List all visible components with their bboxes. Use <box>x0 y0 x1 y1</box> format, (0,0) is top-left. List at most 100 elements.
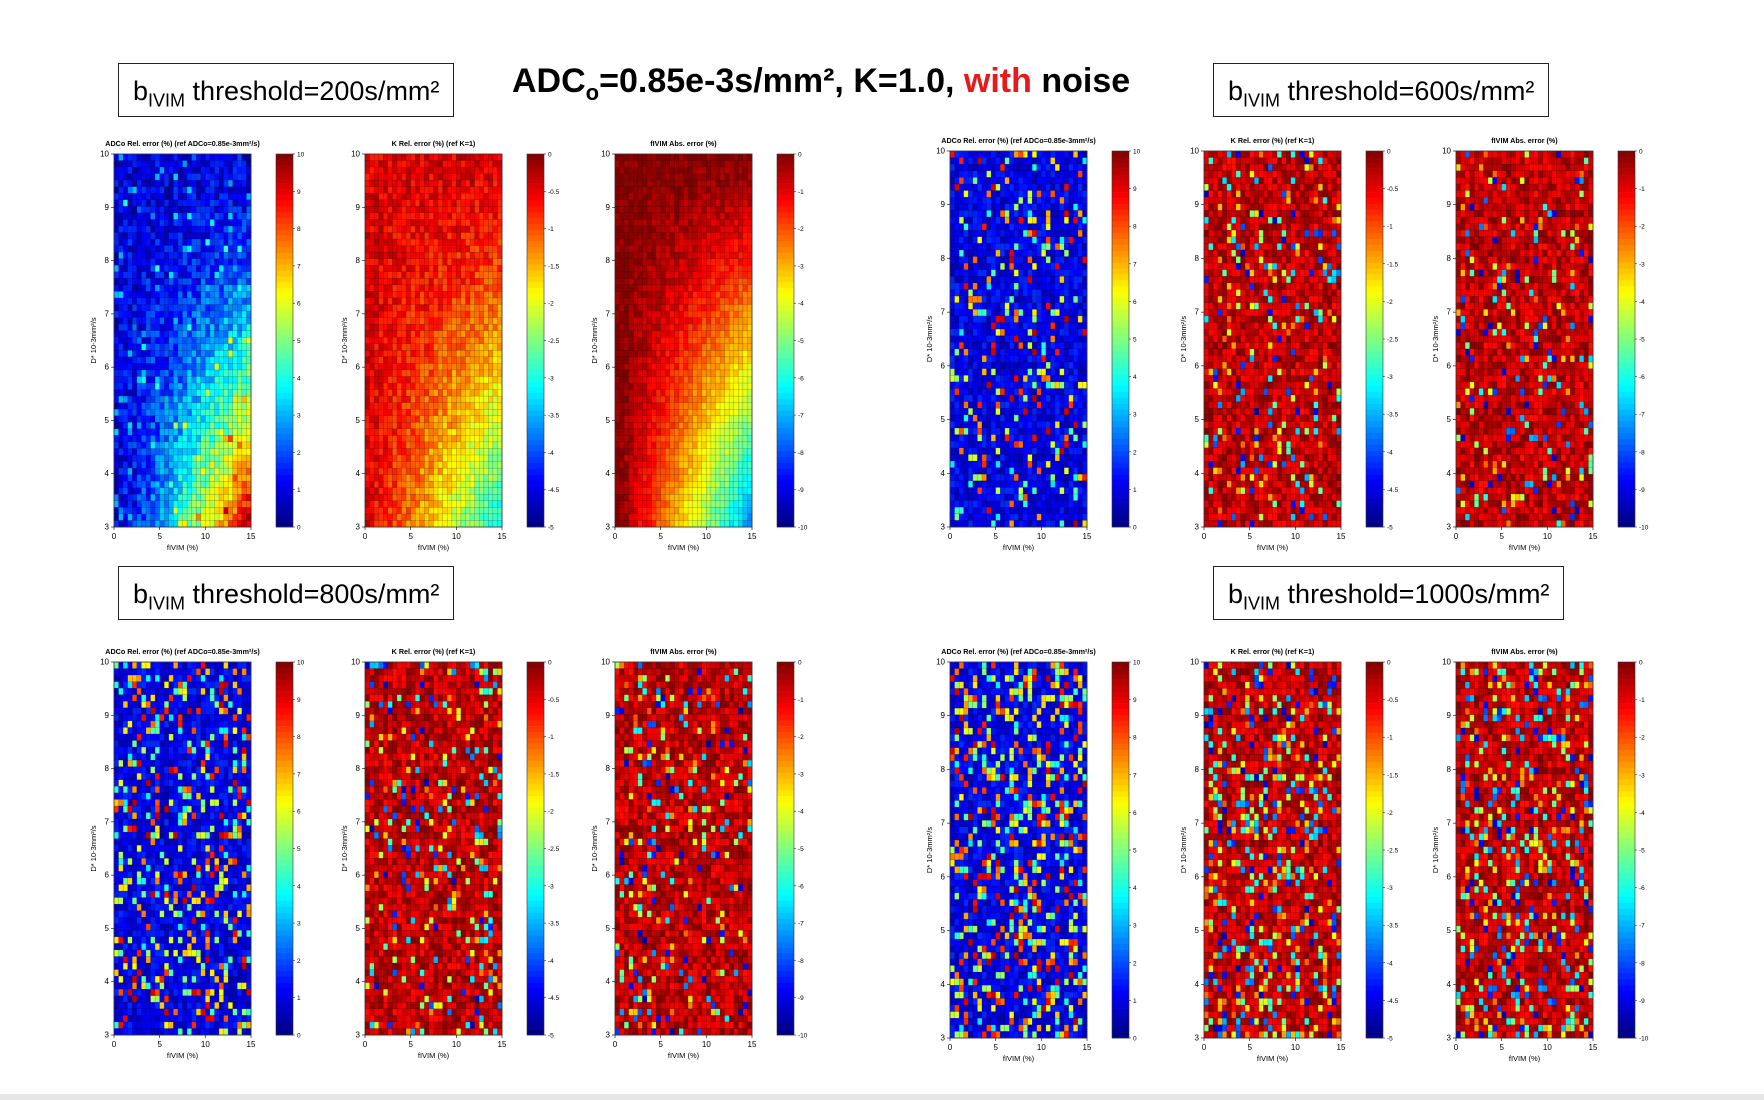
heatmap-cell <box>620 311 625 318</box>
heatmap-cell <box>123 278 128 285</box>
heatmap-cell <box>429 252 434 259</box>
heatmap-cell <box>192 318 197 325</box>
heatmap-cell <box>406 252 411 259</box>
heatmap-cell <box>201 468 206 475</box>
heatmap-cell <box>397 488 402 495</box>
heatmap-cell <box>201 305 206 312</box>
heatmap-cell <box>169 331 174 338</box>
heatmap-cell <box>743 435 748 442</box>
heatmap-cell <box>397 318 402 325</box>
heatmap-cell <box>201 291 206 298</box>
heatmap-cell <box>697 167 702 174</box>
heatmap-cell <box>119 363 124 370</box>
heatmap-cell <box>146 305 151 312</box>
heatmap-cell <box>114 501 119 508</box>
heatmap-cell <box>429 291 434 298</box>
heatmap-cell <box>383 363 388 370</box>
heatmap-cell <box>488 462 493 469</box>
heatmap-cell <box>688 409 693 416</box>
heatmap-cell <box>647 435 652 442</box>
heatmap-cell <box>183 259 188 266</box>
heatmap-cell <box>620 350 625 357</box>
heatmap-cell <box>456 383 461 390</box>
heatmap-cell <box>210 481 215 488</box>
heatmap-cell <box>620 259 625 266</box>
heatmap-cell <box>720 285 725 292</box>
heatmap-cell <box>192 246 197 253</box>
heatmap-cell <box>192 376 197 383</box>
heatmap-cell <box>141 435 146 442</box>
heatmap-cell <box>633 213 638 220</box>
colorbar-step <box>527 405 544 411</box>
heatmap-cell <box>465 396 470 403</box>
heatmap-cell <box>370 435 375 442</box>
heatmap-cell <box>715 331 720 338</box>
heatmap-cell <box>164 298 169 305</box>
heatmap-cell <box>242 291 247 298</box>
heatmap-cell <box>747 187 752 194</box>
heatmap-cell <box>429 409 434 416</box>
heatmap-cell <box>119 154 124 161</box>
heatmap-cell <box>173 252 178 259</box>
heatmap-cell <box>374 278 379 285</box>
heatmap-cell <box>711 252 716 259</box>
heatmap-cell <box>196 154 201 161</box>
heatmap-cell <box>697 298 702 305</box>
heatmap-cell <box>670 363 675 370</box>
heatmap-cell <box>383 514 388 521</box>
heatmap-cell <box>160 239 165 246</box>
heatmap-cell <box>734 337 739 344</box>
heatmap-cell <box>642 324 647 331</box>
heatmap-cell <box>443 507 448 514</box>
heatmap-cell <box>734 357 739 364</box>
heatmap-cell <box>141 462 146 469</box>
heatmap-cell <box>132 409 137 416</box>
heatmap-cell <box>738 252 743 259</box>
heatmap-cell <box>114 462 119 469</box>
heatmap-cell <box>725 193 730 200</box>
heatmap-cell <box>475 265 480 272</box>
heatmap-cell <box>424 429 429 436</box>
heatmap-cell <box>706 390 711 397</box>
heatmap-cell <box>729 187 734 194</box>
heatmap-cell <box>128 206 133 213</box>
heatmap-cell <box>720 239 725 246</box>
heatmap-cell <box>114 174 119 181</box>
heatmap-cell <box>484 324 489 331</box>
heatmap-cell <box>224 265 229 272</box>
heatmap-cell <box>488 331 493 338</box>
heatmap-cell <box>615 429 620 436</box>
heatmap-cell <box>246 239 251 246</box>
heatmap-cell <box>656 213 661 220</box>
heatmap-cell <box>697 429 702 436</box>
heatmap-cell <box>656 383 661 390</box>
heatmap-cell <box>183 265 188 272</box>
heatmap-cell <box>214 154 219 161</box>
heatmap-cell <box>224 246 229 253</box>
heatmap-cell <box>383 501 388 508</box>
heatmap-cell <box>187 468 192 475</box>
heatmap-cell <box>370 494 375 501</box>
heatmap-cell <box>424 324 429 331</box>
heatmap-cell <box>615 187 620 194</box>
heatmap-cell <box>638 180 643 187</box>
heatmap-cell <box>169 481 174 488</box>
heatmap-cell <box>210 390 215 397</box>
colorbar-step <box>276 335 293 341</box>
heatmap-cell <box>461 520 466 527</box>
heatmap-cell <box>738 226 743 233</box>
heatmap-cell <box>711 396 716 403</box>
heatmap-cell <box>397 422 402 429</box>
heatmap-cell <box>219 278 224 285</box>
colorbar-step <box>527 236 544 242</box>
heatmap-cell <box>205 298 210 305</box>
heatmap-cell <box>228 455 233 462</box>
heatmap-cell <box>392 233 397 240</box>
heatmap-cell <box>383 350 388 357</box>
heatmap-cell <box>155 193 160 200</box>
heatmap-cell <box>233 390 238 397</box>
heatmap-cell <box>715 161 720 168</box>
heatmap-cell <box>379 422 384 429</box>
heatmap-cell <box>456 481 461 488</box>
heatmap-cell <box>688 174 693 181</box>
